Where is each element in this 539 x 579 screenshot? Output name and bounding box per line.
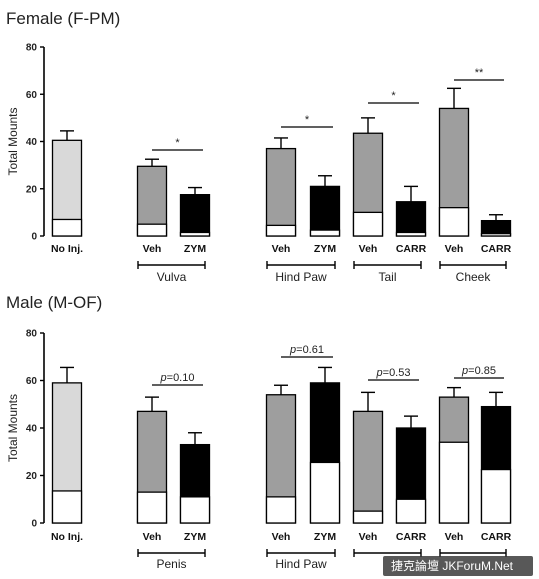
bar-lower-segment [179,496,211,524]
bar-lower-segment [51,218,83,237]
bar-lower-segment [136,491,168,524]
group-label: Cheek [456,270,492,284]
significance-label: * [305,114,310,126]
x-tick-label: Veh [272,243,291,255]
bar-lower-segment [438,441,470,524]
y-axis-label: Total Mounts [6,107,20,175]
y-tick-label: 0 [31,519,37,530]
bar-lower-segment [395,498,427,524]
bar-lower-segment [51,490,83,524]
significance-label: p=0.53 [376,367,411,379]
bar-total [265,147,297,237]
y-tick-label: 60 [26,376,38,387]
bar-total [309,185,341,237]
significance-label: * [175,137,180,149]
significance-label: p=0.61 [289,344,324,356]
x-tick-label: No Inj. [51,243,83,255]
panel-title: Male (M-OF) [6,293,102,312]
y-tick-label: 20 [26,471,38,482]
y-axis-label: Total Mounts [6,394,20,462]
x-tick-label: Veh [445,531,464,543]
x-tick-label: ZYM [184,531,206,543]
x-tick-label: Veh [359,243,378,255]
bar-lower-segment [265,224,297,237]
x-tick-label: CARR [481,243,512,255]
group-label: Hind Paw [275,557,327,571]
significance-label: ** [475,67,484,79]
panel-title: Female (F-PM) [6,9,120,28]
x-tick-label: CARR [396,531,427,543]
x-tick-label: Veh [143,531,162,543]
significance-label: * [391,90,396,102]
x-tick-label: CARR [396,243,427,255]
x-tick-label: Veh [359,531,378,543]
x-tick-label: Veh [445,243,464,255]
y-tick-label: 60 [26,90,38,101]
bar-lower-segment [136,223,168,237]
bar-lower-segment [352,510,384,524]
bar-lower-segment [395,231,427,237]
group-label: Vulva [157,270,187,284]
female-panel: Female (F-PM) Total Mounts 0 20 40 60 80 No Inj… [6,9,512,284]
y-tick-label: 40 [26,424,38,435]
x-tick-label: No Inj. [51,531,83,543]
bar-lower-segment [179,231,211,237]
group-label: Penis [156,557,186,571]
x-tick-label: Veh [143,243,162,255]
y-tick-label: 80 [26,43,38,54]
bar-lower-segment [265,496,297,524]
y-tick-label: 20 [26,184,38,195]
group-label: Hind Paw [275,270,327,284]
watermark: 捷克論壇 JKForuM.Net [383,556,533,576]
bar-total [179,194,211,237]
y-tick-label: 80 [26,329,38,340]
watermark-text: 捷克論壇 JKForuM.Net [391,558,514,573]
significance-label: p=0.85 [461,365,496,377]
male-panel: Male (M-OF) Total Mounts 0 20 40 60 80 No Inj. V… [6,293,512,571]
bar-lower-segment [438,206,470,237]
x-tick-label: ZYM [184,243,206,255]
bar-total [395,201,427,237]
bar-total [352,410,384,524]
group-label: Tail [378,270,396,284]
x-tick-label: CARR [481,531,512,543]
bar-lower-segment [309,461,341,524]
y-tick-label: 40 [26,137,38,148]
x-tick-label: ZYM [314,531,336,543]
bar-lower-segment [352,211,384,237]
bar-lower-segment [309,229,341,237]
x-tick-label: ZYM [314,243,336,255]
significance-label: p=0.10 [160,372,195,384]
y-tick-label: 0 [31,232,37,243]
bar-lower-segment [480,232,512,237]
bar-lower-segment [480,468,512,524]
x-tick-label: Veh [272,531,291,543]
